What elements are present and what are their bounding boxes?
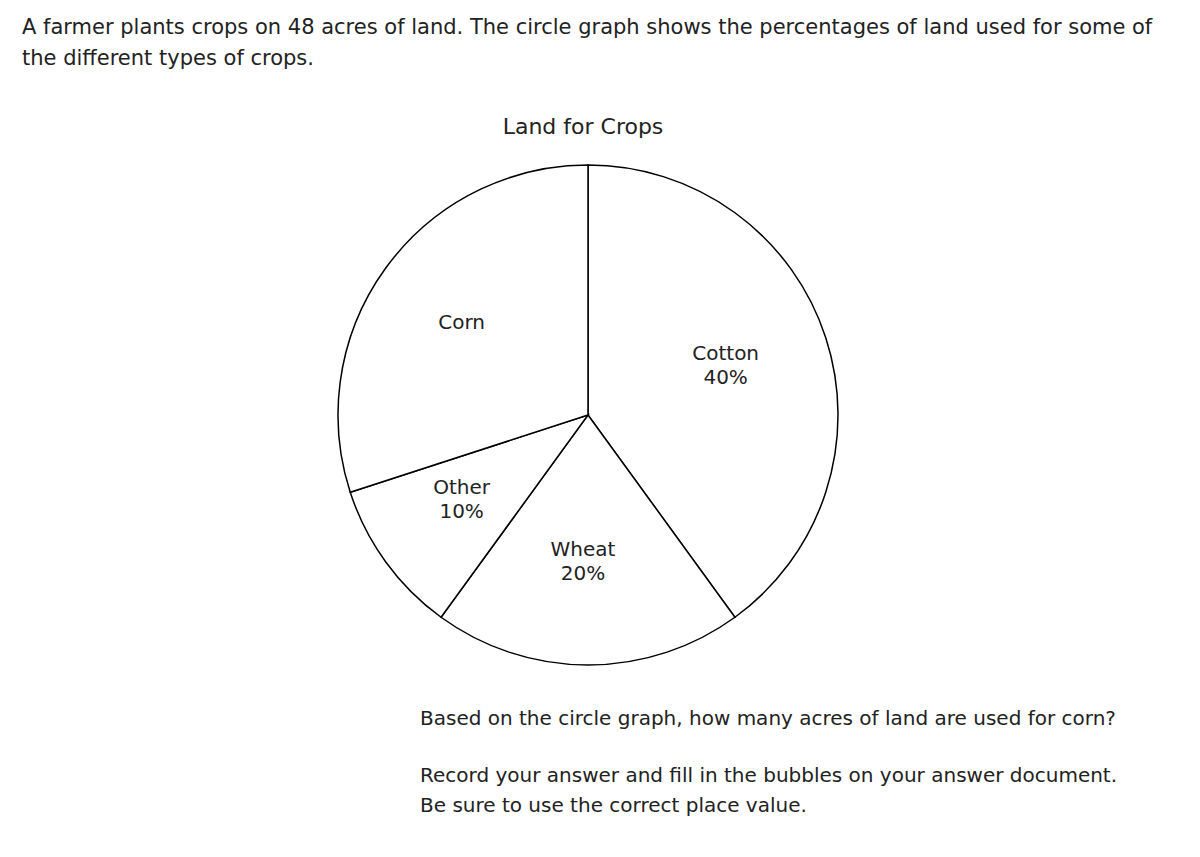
- svg-text:Other10%: Other10%: [433, 475, 491, 523]
- html-text:Record your answer and fill in: Record your answer and fill in the bubbl…: [420, 763, 1118, 817]
- svg-text:Cotton40%: Cotton40%: [692, 341, 759, 389]
- html-text:Based on the circle graph, how: Based on the circle graph, how many acre…: [420, 706, 1116, 730]
- svg-text:Corn: Corn: [438, 310, 485, 334]
- svg-text:Wheat20%: Wheat20%: [551, 537, 616, 585]
- html-text:Land for Crops: Land for Crops: [502, 114, 664, 139]
- html-text:A farmer plants crops on 48 ac: A farmer plants crops on 48 acres of lan…: [22, 15, 1153, 70]
